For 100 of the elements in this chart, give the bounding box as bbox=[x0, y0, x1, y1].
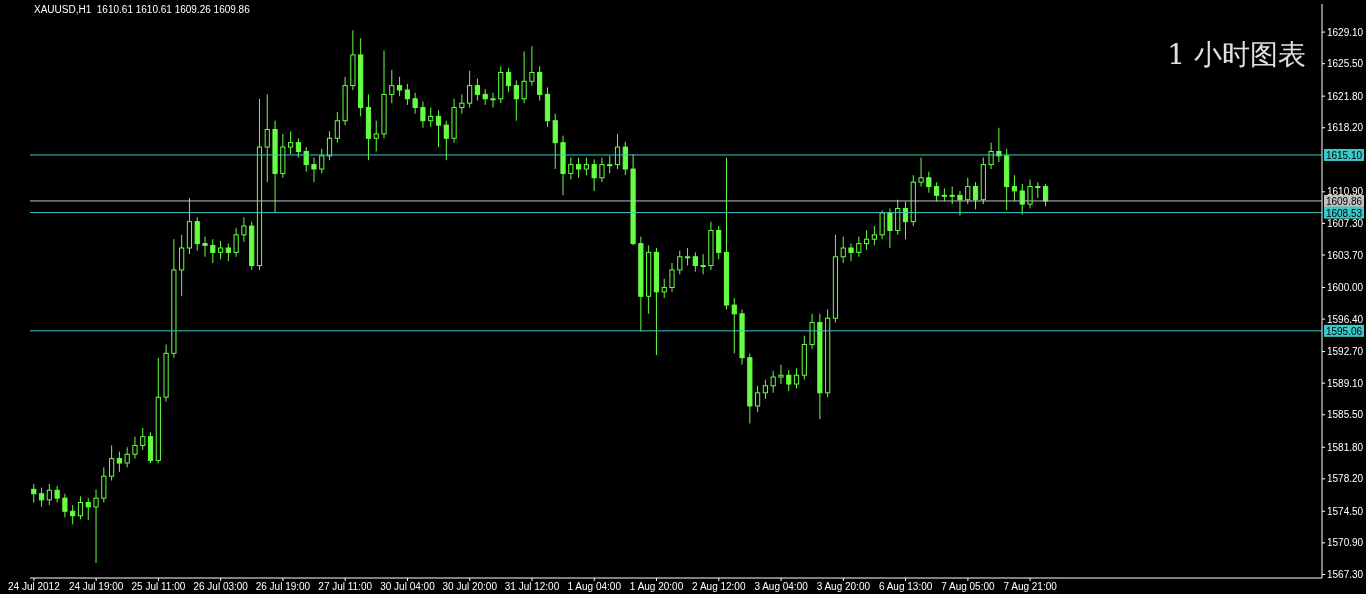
candlestick bbox=[147, 431, 154, 464]
candlestick bbox=[93, 488, 99, 564]
x-tick-label: 27 Jul 11:00 bbox=[318, 581, 373, 593]
x-tick-label: 3 Aug 20:00 bbox=[816, 581, 871, 593]
candlestick bbox=[70, 504, 76, 525]
candlestick bbox=[1011, 174, 1018, 202]
candlestick bbox=[295, 137, 302, 159]
chart-title: XAUUSD,H1 1610.61 1610.61 1609.26 1609.86 bbox=[34, 4, 250, 15]
annotation: 1 小时图表 bbox=[1167, 37, 1306, 73]
candlestick bbox=[420, 100, 426, 129]
y-tick-label: 1600.00 bbox=[1327, 282, 1364, 294]
x-tick-label: 6 Aug 13:00 bbox=[878, 581, 933, 593]
candlestick bbox=[591, 158, 597, 192]
candlestick bbox=[622, 141, 628, 176]
candlestick bbox=[303, 146, 309, 173]
x-tick-label: 1 Aug 04:00 bbox=[567, 581, 622, 593]
candlestick bbox=[700, 253, 706, 275]
y-tick-label: 1567.30 bbox=[1327, 569, 1364, 581]
x-tick-label: 24 Jul 19:00 bbox=[68, 581, 124, 593]
candlestick bbox=[793, 367, 800, 389]
candlestick bbox=[77, 495, 84, 520]
candlestick bbox=[311, 157, 317, 183]
candlestick bbox=[202, 236, 208, 258]
candlestick bbox=[755, 385, 761, 413]
x-tick-label: 26 Jul 19:00 bbox=[255, 581, 311, 593]
x-tick-label: 31 Jul 12:00 bbox=[504, 581, 560, 593]
y-tick-label: 1570.90 bbox=[1327, 537, 1364, 549]
candlestick bbox=[54, 485, 60, 504]
ref-line-label: 1608.53 bbox=[1325, 207, 1363, 219]
x-tick-label: 1 Aug 20:00 bbox=[629, 581, 684, 593]
candlestick bbox=[513, 79, 519, 122]
candlestick bbox=[1027, 179, 1033, 209]
x-tick-label: 2 Aug 12:00 bbox=[692, 581, 746, 593]
candlestick bbox=[31, 483, 37, 504]
candlestick bbox=[62, 493, 68, 518]
x-tick-label: 3 Aug 04:00 bbox=[754, 581, 809, 593]
candlestick bbox=[264, 93, 270, 183]
candlestick bbox=[552, 113, 558, 170]
candlestick bbox=[194, 216, 200, 252]
candlestick bbox=[692, 251, 698, 273]
ref-line-label: 1609.86 bbox=[1325, 195, 1363, 207]
candlestick bbox=[871, 225, 877, 246]
candlestick bbox=[848, 243, 854, 262]
y-tick-label: 1574.50 bbox=[1327, 505, 1364, 517]
ref-line-label: 1595.06 bbox=[1325, 325, 1363, 337]
candlestick bbox=[474, 78, 481, 102]
candlestick bbox=[529, 45, 535, 87]
candlestick bbox=[140, 427, 146, 451]
candlestick bbox=[957, 190, 963, 217]
candlestick bbox=[731, 297, 737, 354]
candlestick bbox=[505, 67, 512, 93]
candlestick bbox=[435, 109, 442, 148]
y-tick-label: 1625.50 bbox=[1327, 58, 1364, 70]
candlestick bbox=[334, 111, 340, 144]
candlestick bbox=[599, 157, 605, 183]
candlestick bbox=[132, 436, 138, 460]
x-tick-label: 7 Aug 21:00 bbox=[1003, 581, 1058, 593]
candlestick bbox=[38, 487, 45, 508]
candlestick bbox=[786, 369, 792, 392]
x-tick-label: 30 Jul 04:00 bbox=[380, 581, 436, 593]
candlestick bbox=[467, 70, 473, 109]
candlestick bbox=[490, 92, 496, 109]
y-tick-label: 1592.70 bbox=[1327, 346, 1364, 358]
candlestick bbox=[46, 483, 52, 506]
candlestick bbox=[459, 93, 465, 115]
candlestick bbox=[809, 313, 815, 350]
candlestick bbox=[412, 92, 418, 115]
candlestick bbox=[217, 240, 224, 260]
y-tick-label: 1618.20 bbox=[1327, 122, 1364, 134]
candlestick bbox=[716, 225, 722, 260]
x-tick-label: 25 Jul 11:00 bbox=[131, 581, 186, 593]
y-tick-label: 1581.80 bbox=[1327, 441, 1364, 453]
ref-line-label: 1615.10 bbox=[1325, 149, 1363, 161]
y-tick-label: 1596.40 bbox=[1327, 313, 1364, 325]
candlestick bbox=[965, 177, 971, 205]
candlestick bbox=[210, 238, 216, 264]
x-tick-label: 30 Jul 20:00 bbox=[442, 581, 498, 593]
y-tick-label: 1585.50 bbox=[1327, 409, 1364, 421]
candlestick bbox=[319, 148, 325, 174]
candlestick bbox=[934, 181, 940, 202]
candlestick bbox=[373, 120, 379, 152]
candlestick bbox=[241, 216, 247, 243]
candlestick bbox=[770, 370, 776, 394]
candlestick bbox=[568, 157, 574, 181]
candlestick bbox=[109, 444, 115, 482]
y-tick-label: 1629.10 bbox=[1327, 26, 1364, 38]
candlestick bbox=[85, 497, 91, 521]
candlestick bbox=[396, 76, 403, 97]
candlestick bbox=[233, 227, 239, 258]
candlestick bbox=[101, 466, 107, 504]
candlestick bbox=[879, 209, 885, 240]
y-tick-label: 1589.10 bbox=[1327, 377, 1364, 389]
y-tick-label: 1578.20 bbox=[1327, 473, 1364, 485]
candlestick bbox=[918, 157, 924, 188]
candlestick bbox=[521, 50, 527, 104]
candlestick bbox=[669, 262, 675, 293]
x-tick-label: 7 Aug 05:00 bbox=[941, 581, 995, 593]
candlestick bbox=[404, 83, 410, 106]
candlestick bbox=[124, 446, 130, 468]
candlestick bbox=[887, 208, 893, 249]
